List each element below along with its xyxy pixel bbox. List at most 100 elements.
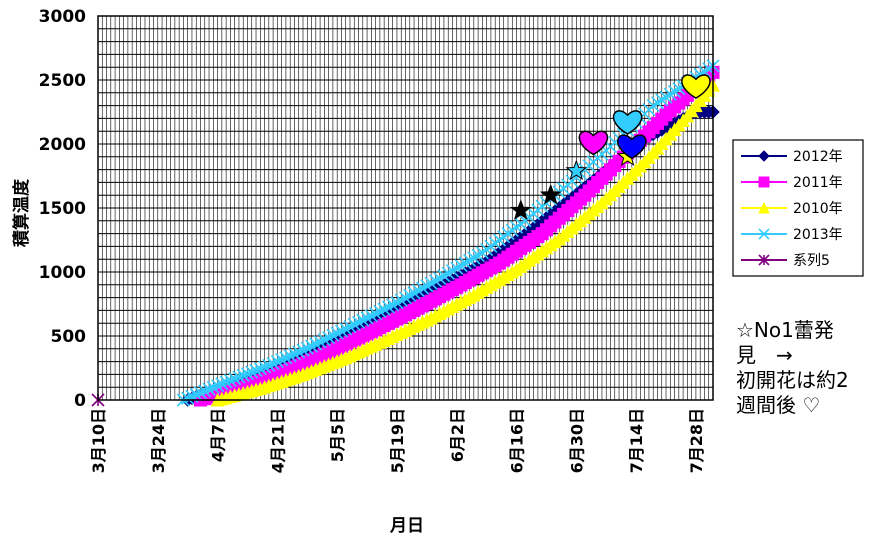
data-point <box>228 372 242 386</box>
data-point <box>257 360 272 374</box>
star-marker <box>539 183 562 205</box>
data-point <box>262 358 276 373</box>
data-point <box>198 384 212 398</box>
y-tick-label: 0 <box>74 391 86 411</box>
data-point <box>458 256 472 270</box>
x-tick-label: 3月24日 <box>149 408 168 473</box>
data-point <box>253 362 267 376</box>
data-point <box>304 339 319 353</box>
x-axis-title: 月日 <box>389 516 424 536</box>
data-point <box>245 365 259 379</box>
legend-marker <box>758 228 770 240</box>
data-point <box>300 341 314 355</box>
legend-label: 2011年 <box>793 175 843 191</box>
data-point <box>369 307 383 321</box>
series-layer <box>91 59 720 407</box>
legend-marker <box>758 150 770 162</box>
data-point <box>334 324 349 338</box>
data-point <box>275 353 289 367</box>
y-tick-label: 2500 <box>39 71 86 91</box>
data-point <box>266 356 280 371</box>
data-point <box>462 253 477 268</box>
data-point <box>398 291 413 305</box>
data-point <box>330 326 344 340</box>
data-point <box>411 283 425 298</box>
data-point <box>394 293 408 307</box>
data-point <box>296 343 310 357</box>
data-point <box>445 264 460 278</box>
legend-label: 2013年 <box>793 227 843 243</box>
star-marker <box>509 199 532 220</box>
grid <box>97 15 714 401</box>
legend-marker <box>758 201 770 214</box>
data-point <box>424 276 438 290</box>
data-point <box>322 330 336 345</box>
data-point <box>223 373 237 387</box>
series-2010年 <box>210 78 720 407</box>
y-tick-label: 3000 <box>39 7 86 27</box>
data-point <box>202 382 216 396</box>
y-axis-title: 積算温度 <box>11 178 32 247</box>
data-point <box>206 380 220 395</box>
y-tick-label: 2000 <box>39 135 86 155</box>
x-tick-label: 5月19日 <box>388 408 407 473</box>
annotation-layer <box>509 74 711 220</box>
data-point <box>433 271 447 285</box>
x-tick-label: 7月14日 <box>627 408 646 473</box>
data-point <box>360 311 374 325</box>
y-tick-label: 1500 <box>39 199 86 219</box>
data-point <box>347 317 361 332</box>
data-point <box>326 328 340 342</box>
data-point <box>437 269 451 283</box>
series-2013年 <box>176 59 720 407</box>
data-point <box>283 349 297 363</box>
y-tick-label: 1000 <box>39 263 86 283</box>
data-point <box>287 347 302 361</box>
data-point <box>317 333 331 347</box>
data-point <box>356 313 370 327</box>
y-tick-label: 500 <box>51 327 87 347</box>
data-point <box>211 379 225 393</box>
x-tick-label: 6月16日 <box>508 408 527 473</box>
data-point <box>450 261 464 275</box>
data-point <box>386 298 400 312</box>
data-point <box>270 355 284 369</box>
data-point <box>351 315 366 329</box>
data-point <box>236 368 250 382</box>
data-point <box>343 320 357 334</box>
data-point <box>428 274 442 288</box>
data-point <box>189 388 203 402</box>
data-point <box>249 363 263 377</box>
data-point <box>407 286 421 300</box>
x-tick-label: 5月5日 <box>328 408 347 462</box>
heart-marker <box>578 130 609 156</box>
legend-label: 2010年 <box>793 201 843 217</box>
data-point <box>441 266 455 280</box>
legend-marker <box>758 176 770 188</box>
legend-marker <box>758 254 770 266</box>
data-point <box>309 337 323 351</box>
data-point <box>390 296 404 310</box>
data-point <box>313 335 327 349</box>
heart-marker <box>617 134 647 160</box>
data-point <box>193 386 208 400</box>
data-point <box>377 302 391 316</box>
data-point <box>364 309 378 323</box>
data-point <box>339 322 353 336</box>
x-tick-label: 6月30日 <box>567 408 586 473</box>
x-tick-label: 7月28日 <box>687 408 706 473</box>
legend-label: 2012年 <box>793 149 843 165</box>
x-tick-label: 6月2日 <box>448 408 467 462</box>
heart-marker <box>681 74 711 99</box>
data-point <box>219 375 233 389</box>
data-point <box>467 251 481 265</box>
heart-marker <box>612 110 643 135</box>
annotation-note: ☆No1蕾発 見 → 初開花は約2 週間後 ♡ <box>736 318 849 417</box>
data-point <box>416 281 430 295</box>
x-tick-label: 3月10日 <box>89 408 108 473</box>
data-point <box>373 304 387 318</box>
data-point <box>240 367 255 381</box>
data-point <box>279 351 293 365</box>
